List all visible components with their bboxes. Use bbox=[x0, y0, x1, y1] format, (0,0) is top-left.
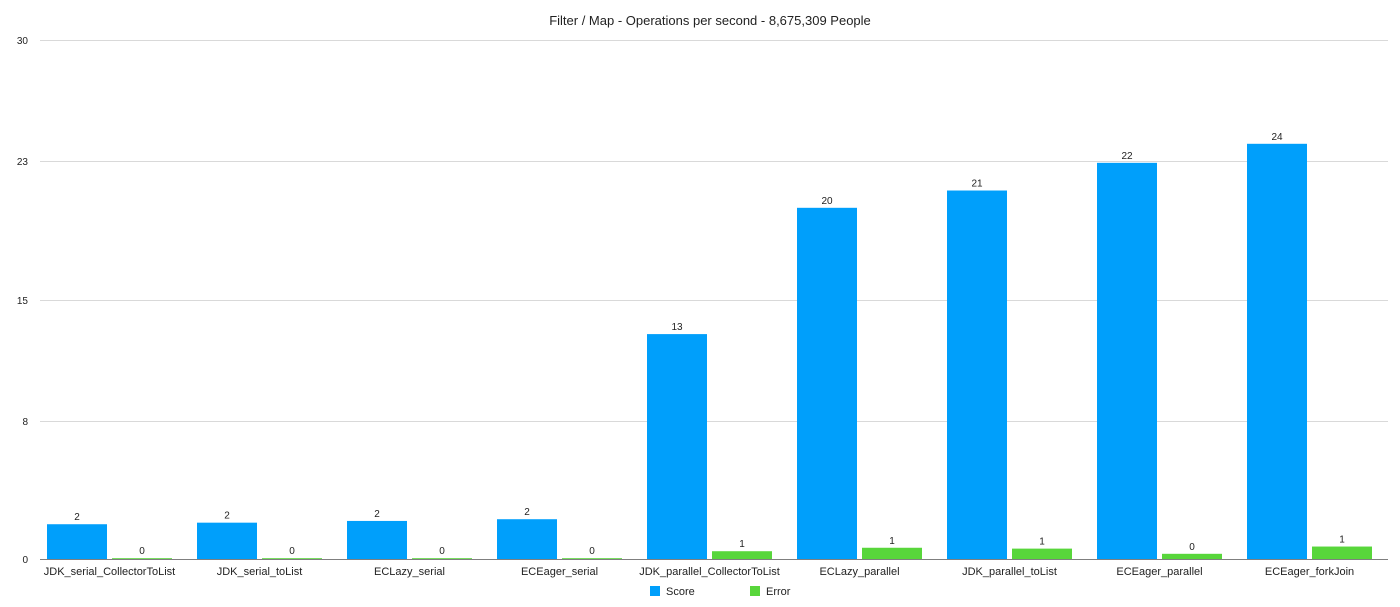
bar-error bbox=[1312, 546, 1372, 559]
x-category-label: ECEager_serial bbox=[521, 566, 598, 578]
x-category-label: ECEager_forkJoin bbox=[1265, 566, 1354, 578]
data-label-error: 0 bbox=[439, 546, 445, 557]
bar-error bbox=[412, 558, 472, 559]
data-label-score: 2 bbox=[74, 512, 80, 523]
data-label-error: 1 bbox=[889, 536, 895, 547]
data-label-error: 1 bbox=[1339, 535, 1345, 546]
x-category-label: JDK_serial_CollectorToList bbox=[44, 566, 175, 578]
y-tick-label: 0 bbox=[22, 555, 28, 566]
chart-title: Filter / Map - Operations per second - 8… bbox=[549, 13, 871, 28]
bar-score bbox=[197, 522, 257, 559]
data-label-error: 1 bbox=[739, 539, 745, 550]
bar-error bbox=[1162, 553, 1222, 559]
data-label-error: 0 bbox=[139, 546, 145, 557]
bar-score bbox=[947, 190, 1007, 559]
x-category-label: ECLazy_parallel bbox=[819, 566, 899, 578]
bar-score bbox=[347, 520, 407, 559]
data-label-error: 0 bbox=[1189, 542, 1195, 553]
legend-swatch-error bbox=[750, 586, 760, 596]
y-axis-ticks: 0 8 15 23 30 bbox=[17, 36, 29, 566]
data-label-score: 20 bbox=[821, 196, 833, 207]
y-tick-label: 8 bbox=[22, 417, 28, 428]
data-label-score: 13 bbox=[671, 322, 683, 333]
data-label-score: 22 bbox=[1121, 151, 1133, 162]
bar-score bbox=[497, 519, 557, 559]
x-category-label: ECLazy_serial bbox=[374, 566, 445, 578]
legend-swatch-score bbox=[650, 586, 660, 596]
legend-label-score: Score bbox=[666, 586, 695, 598]
data-label-error: 0 bbox=[589, 546, 595, 557]
bar-error bbox=[862, 547, 922, 559]
legend: Score Error bbox=[650, 586, 791, 598]
x-axis-categories: JDK_serial_CollectorToList JDK_serial_toL… bbox=[44, 566, 1354, 578]
x-category-label: ECEager_parallel bbox=[1116, 566, 1202, 578]
bar-score bbox=[1247, 143, 1307, 560]
data-label-error: 1 bbox=[1039, 537, 1045, 548]
bar-error bbox=[712, 551, 772, 559]
y-tick-label: 15 bbox=[17, 296, 29, 307]
legend-label-error: Error bbox=[766, 586, 791, 598]
data-label-score: 2 bbox=[224, 511, 230, 522]
x-category-label: JDK_serial_toList bbox=[217, 566, 303, 578]
bar-error bbox=[112, 558, 172, 559]
bar-error bbox=[262, 558, 322, 559]
bar-error bbox=[562, 558, 622, 559]
x-category-label: JDK_parallel_toList bbox=[962, 566, 1057, 578]
bar-score bbox=[1097, 162, 1157, 559]
data-label-score: 21 bbox=[971, 179, 983, 190]
y-tick-label: 23 bbox=[17, 157, 29, 168]
bar-error bbox=[1012, 548, 1072, 559]
bar-score bbox=[47, 524, 107, 559]
bars bbox=[47, 143, 1372, 560]
data-label-score: 2 bbox=[524, 507, 530, 518]
data-label-score: 24 bbox=[1271, 132, 1283, 143]
data-label-score: 2 bbox=[374, 509, 380, 520]
y-tick-label: 30 bbox=[17, 36, 29, 47]
bar-score bbox=[797, 207, 857, 559]
data-label-error: 0 bbox=[289, 546, 295, 557]
bar-score bbox=[647, 334, 707, 559]
gridlines bbox=[40, 40, 1388, 560]
x-category-label: JDK_parallel_CollectorToList bbox=[639, 566, 780, 578]
